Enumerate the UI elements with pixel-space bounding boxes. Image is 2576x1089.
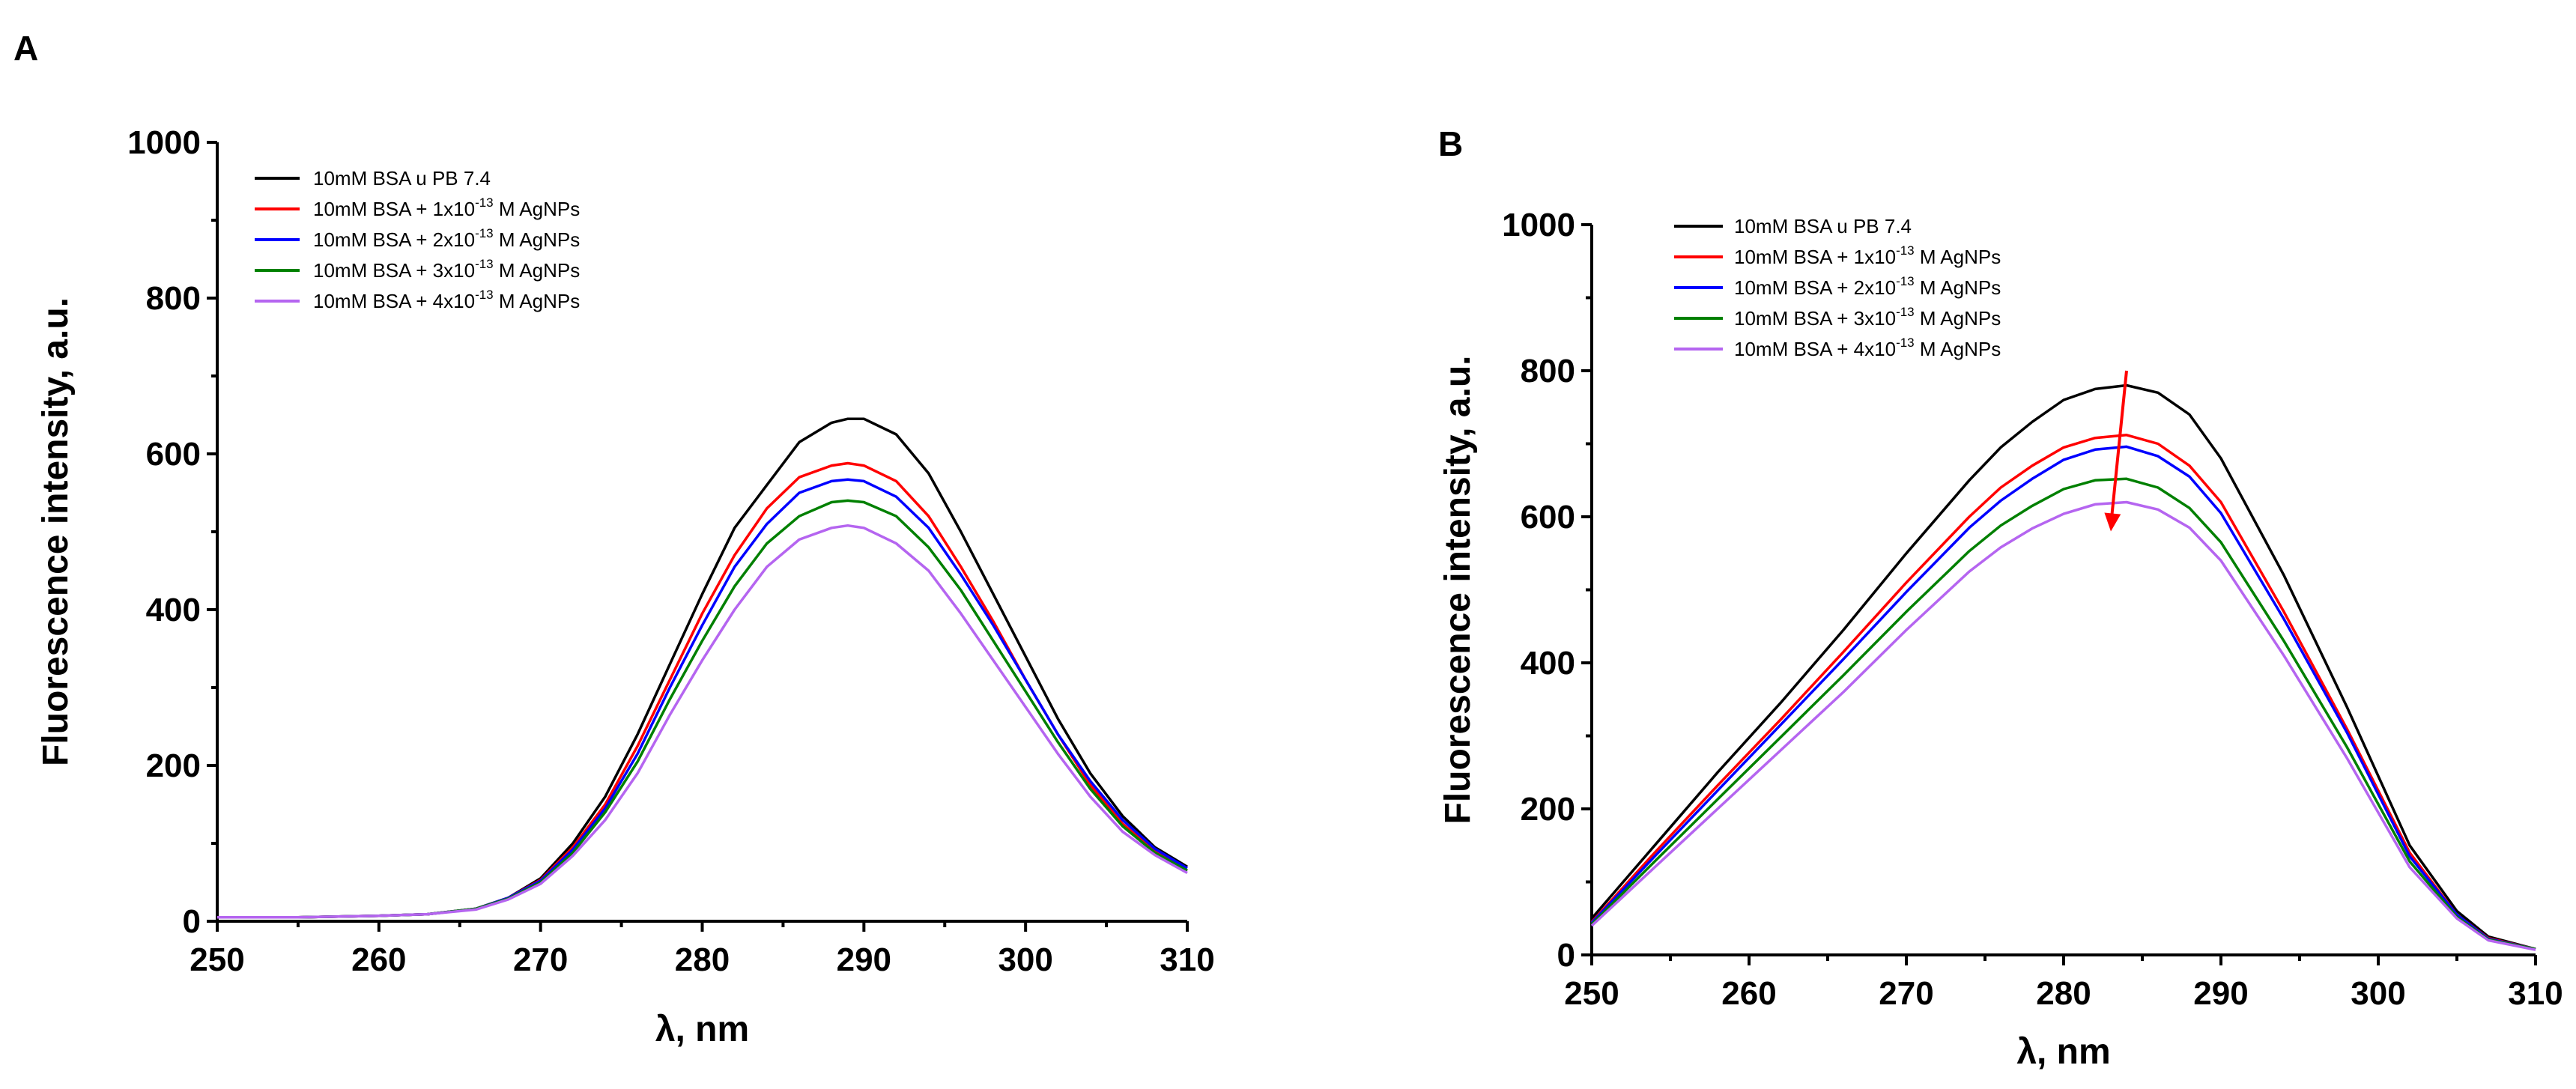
panel-a-letter: A xyxy=(13,28,38,67)
panel-b-series-line-2 xyxy=(1590,434,2536,950)
panel-a-legend-label-1: 10mM BSA u PB 7.4 xyxy=(313,167,491,189)
panel-b-series-line-3 xyxy=(1590,445,2536,950)
panel-a-x-tick-label: 260 xyxy=(351,941,406,978)
panel-b-x-axis-label: λ, nm xyxy=(2016,1032,2110,1072)
panel-b-letter: B xyxy=(1438,124,1463,163)
panel-a-x-tick-label: 310 xyxy=(1160,941,1214,978)
panel-b-y-axis-label: Fluorescence intensity, a.u. xyxy=(1438,356,1478,825)
panel-b-series-line-1 xyxy=(1590,383,2536,950)
panel-a-legend-label-4: 10mM BSA + 3x10-13 M AgNPs xyxy=(313,257,580,282)
panel-a-legend-label-2: 10mM BSA + 1x10-13 M AgNPs xyxy=(313,195,580,220)
panel-b-legend-label-3: 10mM BSA + 2x10-13 M AgNPs xyxy=(1734,274,2001,299)
panel-b-x-tick-label: 310 xyxy=(2508,975,2563,1012)
panel-b-y-tick-label: 400 xyxy=(1521,645,1575,682)
panel-b-y-tick-label: 200 xyxy=(1521,791,1575,828)
panel-b-y-tick-label: 600 xyxy=(1521,499,1575,536)
panel-b-legend-label-5: 10mM BSA + 4x10-13 M AgNPs xyxy=(1734,336,2001,360)
panel-b-y-tick-label: 0 xyxy=(1557,937,1575,974)
panel-b-series-line-4 xyxy=(1590,477,2536,950)
panel-a-legend-label-5: 10mM BSA + 4x10-13 M AgNPs xyxy=(313,288,580,312)
panel-b-x-tick-label: 290 xyxy=(2193,975,2248,1012)
panel-b-y-tick-label: 1000 xyxy=(1502,207,1575,243)
panel-b-x-tick-label: 280 xyxy=(2036,975,2091,1012)
panel-a-y-tick-label: 600 xyxy=(146,436,201,473)
panel-a-chart: A 250 260 270 280 290 300 310 0 200 400 600 800 1000… xyxy=(13,28,1215,1049)
panel-a-y-tick-label: 0 xyxy=(183,903,201,940)
panel-a-x-tick-label: 300 xyxy=(998,941,1052,978)
panel-a-x-axis-label: λ, nm xyxy=(655,1010,749,1049)
panel-a-x-tick-label: 280 xyxy=(675,941,730,978)
panel-b-arrow-shaft xyxy=(2109,370,2128,526)
panel-b-arrow-head xyxy=(2104,512,2121,532)
panel-b-y-tick-label: 800 xyxy=(1521,353,1575,389)
panel-b-chart: B 250 260 270 280 290 300 310 0 200 400 600 800 1000… xyxy=(1438,124,2563,1072)
panel-b-x-tick-label: 260 xyxy=(1721,975,1776,1012)
panel-a-y-tick-label: 200 xyxy=(146,747,201,784)
panel-b-x-tick-label: 250 xyxy=(1564,975,1619,1012)
panel-b-legend-label-1: 10mM BSA u PB 7.4 xyxy=(1734,215,1912,237)
panel-a-y-tick-label: 1000 xyxy=(127,124,201,161)
panel-b-x-tick-label: 270 xyxy=(1879,975,1933,1012)
panel-b-legend-label-4: 10mM BSA + 3x10-13 M AgNPs xyxy=(1734,305,2001,330)
panel-b-x-tick-label: 300 xyxy=(2351,975,2405,1012)
panel-a-y-tick-label: 800 xyxy=(146,280,201,317)
panel-b-series-line-5 xyxy=(1590,500,2536,951)
panel-a-y-axis-label: Fluorescence intensity, a.u. xyxy=(36,297,76,766)
panel-a-x-tick-label: 290 xyxy=(837,941,891,978)
panel-a-legend-label-3: 10mM BSA + 2x10-13 M AgNPs xyxy=(313,226,580,251)
panel-a-x-tick-label: 250 xyxy=(190,941,244,978)
panel-a-series-line-5 xyxy=(217,524,1188,919)
panel-b-legend-label-2: 10mM BSA + 1x10-13 M AgNPs xyxy=(1734,243,2001,268)
panel-a-x-tick-label: 270 xyxy=(513,941,568,978)
panel-a-y-tick-label: 400 xyxy=(146,592,201,628)
